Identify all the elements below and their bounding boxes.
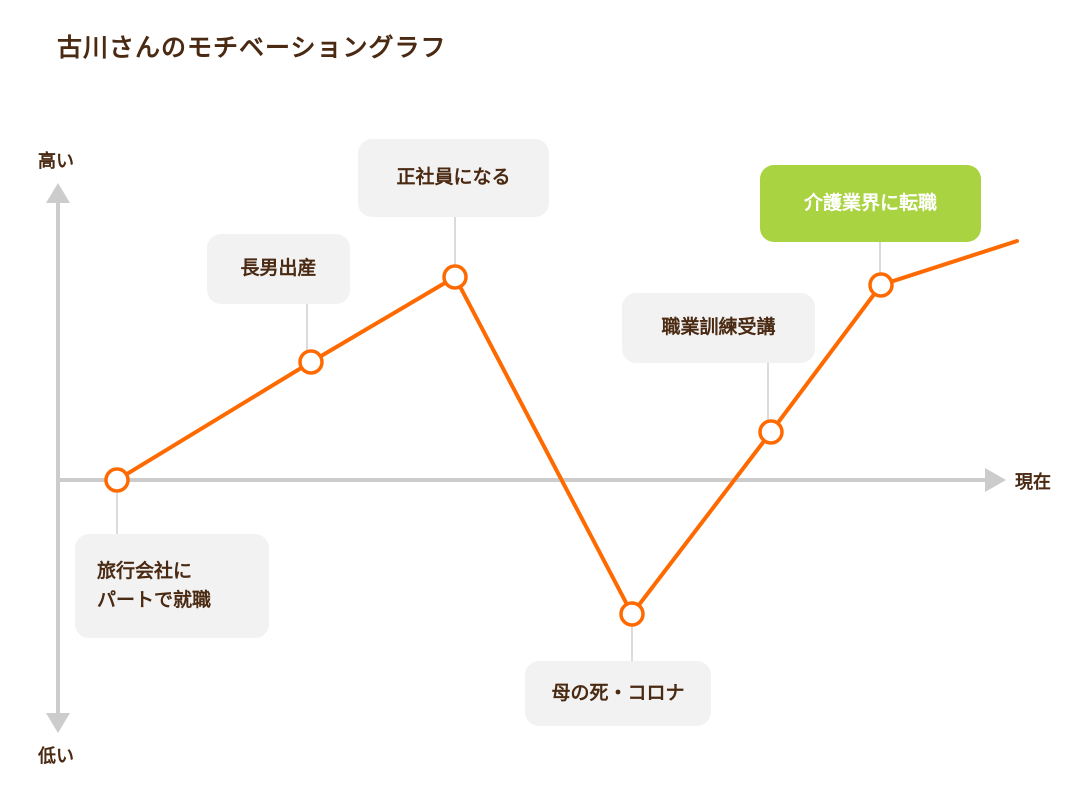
event-bubble-full-time: 正社員になる (358, 139, 549, 217)
x-axis-present-label: 現在 (1015, 472, 1051, 493)
y-axis-high-label: 高い (38, 151, 74, 172)
event-bubble-mother-covid: 母の死・コロナ (525, 661, 711, 726)
data-point (619, 601, 645, 627)
connectors (116, 216, 881, 662)
x-axis-arrow-icon (985, 468, 1006, 492)
event-bubble-travel-agency: 旅行会社に パートで就職 (75, 534, 269, 638)
y-axis-low-label: 低い (38, 746, 74, 767)
event-bubble-first-son: 長男出産 (207, 234, 350, 304)
event-bubble-vocational-training: 職業訓練受講 (622, 293, 815, 363)
data-point (298, 349, 324, 375)
data-point (104, 467, 130, 493)
event-bubble-care-industry: 介護業界に転職 (760, 165, 981, 242)
data-point (868, 272, 894, 298)
chart-title: 古川さんのモチベーショングラフ (57, 33, 447, 62)
y-axis-up-arrow-icon (46, 183, 70, 203)
data-point (442, 264, 468, 290)
data-point (758, 419, 784, 445)
y-axis-down-arrow-icon (46, 713, 70, 733)
